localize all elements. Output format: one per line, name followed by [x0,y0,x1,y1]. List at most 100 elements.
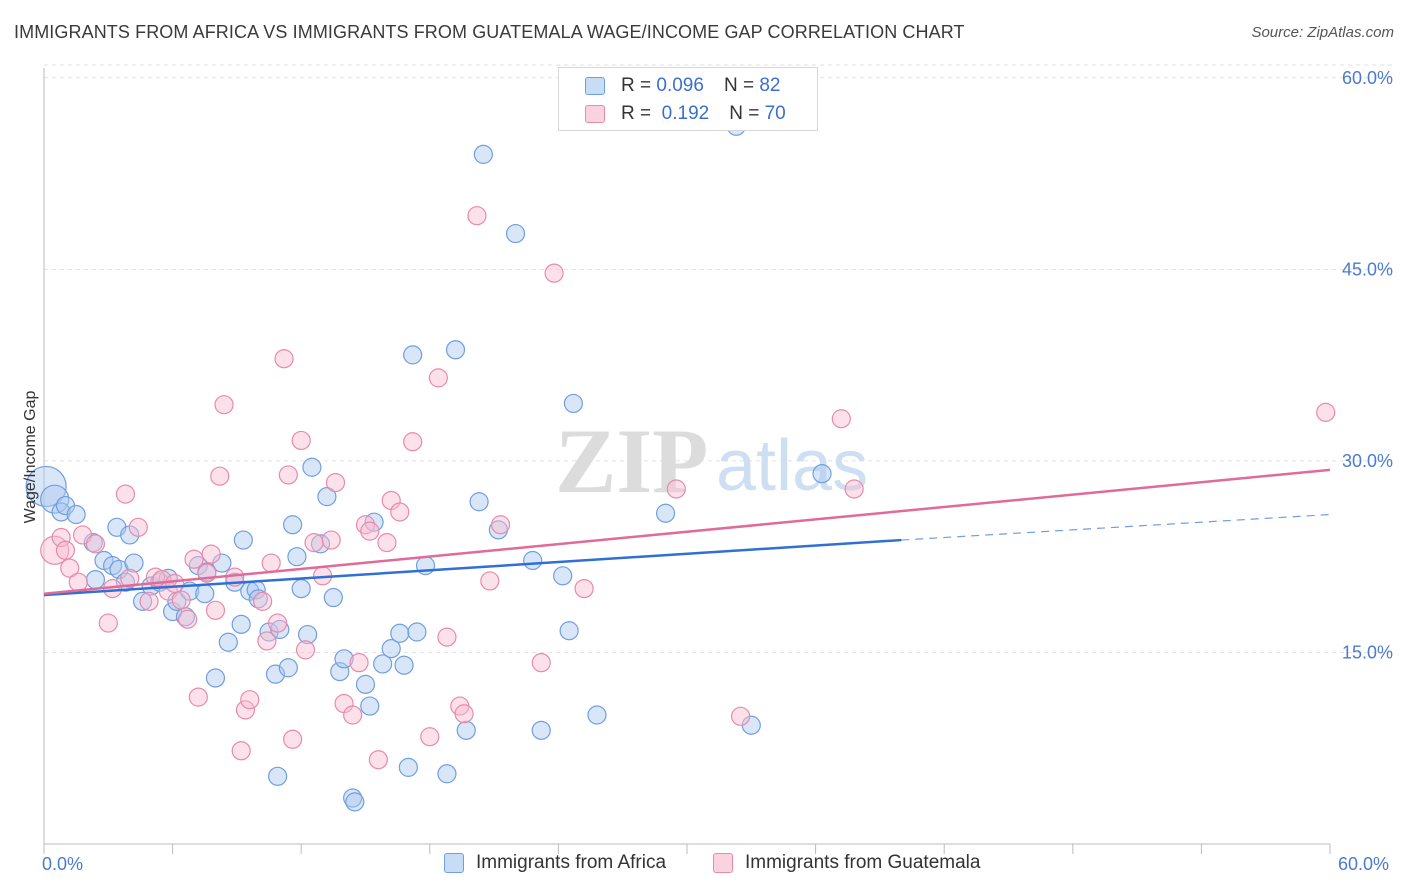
y-tick-label: 60.0% [1342,68,1393,88]
guatemala-point [98,613,118,633]
africa-point [283,515,303,535]
guatemala-point [40,535,70,565]
africa-point [25,465,67,508]
africa-point [218,632,238,652]
guatemala-trend-line [43,468,1331,595]
legend-n-label-africa: N = [723,75,755,96]
legend-row-africa: R = 0.096 N = 82 [585,72,780,100]
africa-point [195,584,215,604]
africa-point [310,534,331,554]
gridlines [44,64,1395,653]
guatemala-legend-label: Immigrants from Guatemala [745,852,981,873]
guatemala-point [283,729,303,749]
guatemala-point [274,349,294,369]
guatemala-point [1316,402,1336,422]
guatemala-point [325,472,346,493]
africa-point [587,705,607,725]
africa-point [231,614,251,634]
guatemala-point [420,727,440,747]
guatemala-point [184,549,204,569]
africa-point [360,696,380,716]
guatemala-point [240,690,260,710]
africa-trend-line [43,538,902,597]
africa-point [124,553,144,573]
guatemala-point [231,741,251,761]
africa-point [390,623,410,643]
guatemala-point [844,479,864,499]
guatemala-point [268,613,288,633]
africa-point [278,658,298,678]
guatemala-point [368,750,388,770]
guatemala-point [139,591,159,611]
guatemala-point [349,653,369,673]
africa-point [330,661,350,682]
chart-title: IMMIGRANTS FROM AFRICA VS IMMIGRANTS FRO… [14,22,965,42]
guatemala-point [51,527,71,548]
correlation-legend: R = 0.096 N = 82 R = 0.192 N = 70 [558,67,818,131]
x-axis-ticks [43,844,1331,854]
africa-point [812,464,832,484]
guatemala-point [120,568,140,588]
africa-point [317,487,337,507]
guatemala-point [115,484,136,504]
guatemala-swatch [585,105,605,123]
africa-point [233,530,253,550]
guatemala-point [531,653,551,673]
africa-point [323,587,343,608]
africa-point [287,547,307,567]
series-legend-africa: Immigrants from Africa [444,852,666,874]
y-tick-label: 45.0% [1342,259,1393,279]
guatemala-point [261,553,281,573]
guatemala-point [188,687,208,707]
series-legend-guatemala: Immigrants from Guatemala [713,852,980,874]
africa-point [407,622,427,642]
guatemala-point [214,395,234,415]
africa-trend-extension [901,513,1331,541]
guatemala-points [40,206,1336,770]
africa-point [473,144,493,164]
guatemala-point [291,430,311,451]
guatemala-point [437,627,457,647]
africa-point [291,578,311,599]
guatemala-point [178,609,198,629]
guatemala-point [171,590,191,610]
africa-point [456,720,476,740]
africa-point [268,766,288,786]
africa-point [205,668,226,688]
watermark-zip: ZIP [555,410,708,512]
africa-swatch [585,77,605,95]
y-tick-label: 15.0% [1342,642,1393,662]
legend-r-guatemala: 0.192 [661,103,710,124]
guatemala-point [403,432,423,452]
guatemala-legend-swatch [713,853,733,873]
africa-point [469,492,489,512]
africa-point [398,757,418,777]
y-axis-label: Wage/Income Gap [22,391,39,524]
legend-n-label-guatemala: N = [729,103,760,124]
guatemala-point [467,206,487,226]
guatemala-point [428,368,448,388]
guatemala-point [201,544,221,564]
africa-point [394,655,414,675]
africa-point [403,345,423,365]
guatemala-point [831,409,851,429]
guatemala-point [490,515,511,535]
legend-n-guatemala: 70 [764,103,786,124]
africa-point [563,393,584,414]
guatemala-point [343,705,363,725]
africa-point [373,654,393,674]
legend-row-guatemala: R = 0.192 N = 70 [585,100,786,128]
guatemala-point [210,466,230,486]
guatemala-point [360,521,380,541]
africa-point [355,674,376,694]
guatemala-point [295,640,316,660]
watermark-atlas: atlas [716,426,868,506]
africa-point [132,591,153,611]
guatemala-point [304,533,324,553]
guatemala-point [574,578,594,599]
africa-point [559,621,579,641]
x-tick-max: 60.0% [1338,854,1389,874]
legend-r-label-guatemala: R = [621,103,652,124]
africa-point [445,340,466,360]
africa-point [334,649,354,669]
